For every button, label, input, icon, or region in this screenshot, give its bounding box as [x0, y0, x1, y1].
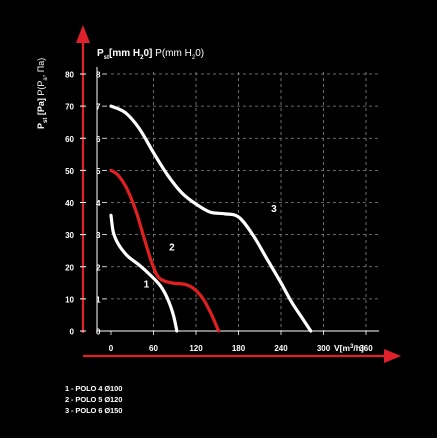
y-tick-label-mm: 2	[96, 263, 101, 272]
y-tick-label-mm: 6	[96, 135, 101, 144]
pa-axis-arrowhead	[76, 25, 90, 43]
chart-frame: 0 0 10 1 20 2 30 3 40 4 50 5 60 6 70 7 80 8 0 60 120 180 240 30…	[1, 1, 434, 434]
x-tick-label: 60	[149, 344, 158, 353]
y-tick-label-mm: 8	[96, 71, 101, 80]
y-tick-label-mm: 7	[96, 103, 101, 112]
y-tick-label-pa: 70	[65, 103, 74, 112]
y-tick-label-mm: 1	[96, 295, 101, 304]
y-tick-label-pa: 0	[70, 328, 75, 337]
y-tick-label-pa: 50	[65, 167, 74, 176]
axes-layer	[76, 25, 401, 363]
curve-label-3: 3	[271, 204, 277, 215]
y-tick-label-mm: 0	[96, 328, 101, 337]
x-tick-label: 360	[359, 344, 373, 353]
y-tick-label-pa: 20	[65, 263, 74, 272]
x-tick-label: 240	[274, 344, 288, 353]
y-tick-label-pa: 30	[65, 231, 74, 240]
series-curve-3	[109, 104, 313, 333]
x-axis-arrowhead	[384, 349, 401, 363]
legend-item-3: 3 - POLO 6 Ø150	[65, 406, 123, 415]
x-tick-label: 120	[189, 344, 203, 353]
legend-item-1: 1 - POLO 4 Ø100	[65, 384, 123, 393]
x-tick-label: 180	[232, 344, 246, 353]
series-curve-2	[109, 168, 221, 333]
y-tick-label-pa: 40	[65, 199, 74, 208]
x-tick-label: 0	[109, 344, 114, 353]
y-tick-label-pa: 10	[65, 295, 74, 304]
curve-label-1: 1	[144, 280, 150, 291]
series-layer	[109, 104, 313, 333]
pressure-pa-ylabel: Pst [Pa] P(Pa, Па)	[36, 58, 49, 129]
y-tick-label-mm: 3	[96, 231, 101, 240]
series-curve-1	[109, 213, 179, 333]
y-tick-label-mm: 4	[96, 199, 101, 208]
curve-label-2: 2	[169, 243, 175, 254]
flow-xlabel: V[m3/h]	[334, 343, 364, 353]
x-tick-label: 300	[317, 344, 331, 353]
pressure-mm-title: Pst[mm H20] P(mm H20)	[97, 48, 204, 61]
grid-layer	[111, 72, 379, 331]
y-tick-label-mm: 5	[96, 167, 101, 176]
y-tick-label-pa: 80	[65, 71, 74, 80]
labels-layer: 0 010 120 230 340 450 560 670 780 80 60 120 180 240 30…	[65, 71, 373, 354]
legend: 1 - POLO 4 Ø100 2 - POLO 5 Ø120 3 - POLO…	[65, 383, 122, 416]
legend-item-2: 2 - POLO 5 Ø120	[65, 395, 123, 404]
y-tick-label-pa: 60	[65, 135, 74, 144]
